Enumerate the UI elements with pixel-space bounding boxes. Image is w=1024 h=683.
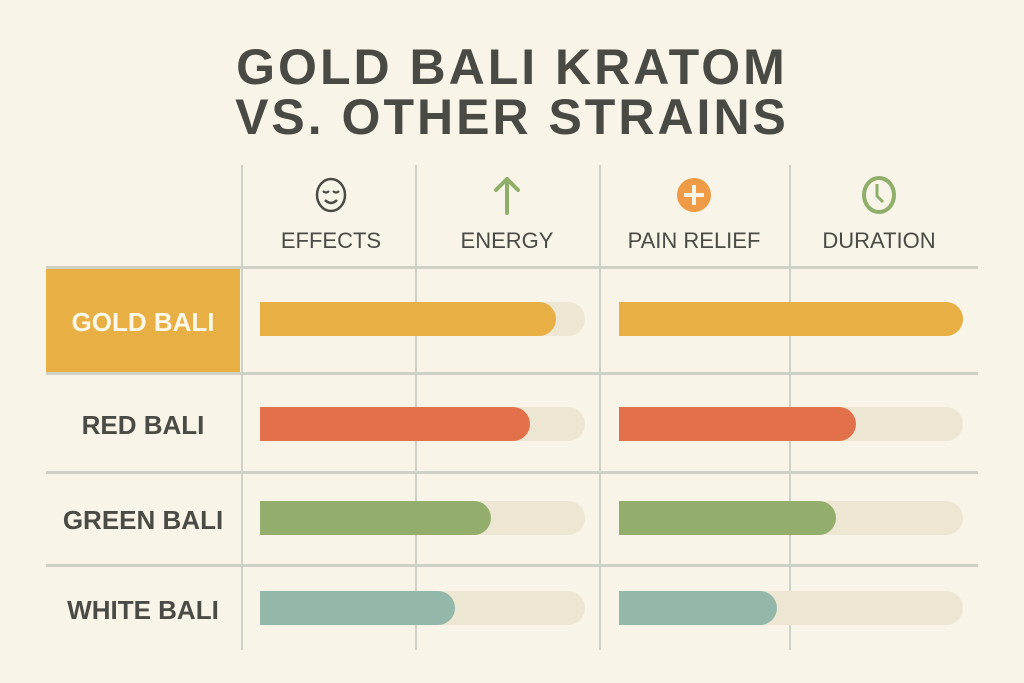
bar-track: [619, 302, 963, 336]
title-line-1: GOLD BALI KRATOM: [236, 39, 788, 95]
grid-line: [46, 471, 978, 474]
column-header-duration: DURATION: [822, 228, 936, 253]
title-line-2: VS. OTHER STRAINS: [235, 89, 789, 145]
plus-circle-icon: [677, 178, 711, 212]
bar-white-bali: [260, 591, 455, 625]
bar-red-bali: [619, 407, 857, 441]
bar-white-bali: [619, 591, 778, 625]
row-label-gold-bali: GOLD BALI: [71, 307, 215, 337]
grid-line: [241, 165, 243, 650]
bar-gold-bali: [260, 302, 556, 336]
bar-gold-bali: [619, 302, 963, 336]
row-label-red-bali: RED BALI: [81, 410, 205, 440]
clock-icon: [862, 176, 896, 214]
grid-line: [46, 372, 978, 375]
bar-green-bali: [260, 501, 491, 535]
highlight-box: [46, 268, 240, 372]
column-header-energy: ENERGY: [460, 228, 554, 253]
grid-line: [46, 564, 978, 567]
row-label-green-bali: GREEN BALI: [62, 505, 224, 535]
column-header-pain-relief: PAIN RELIEF: [627, 228, 761, 253]
smiley-face-icon: [315, 177, 347, 213]
bar-track: [260, 501, 585, 535]
bar-track: [260, 591, 585, 625]
bar-track: [260, 407, 585, 441]
arrow-up-icon: [494, 177, 520, 215]
bar-track: [619, 501, 963, 535]
bar-track: [619, 591, 963, 625]
grid-line: [599, 165, 601, 650]
row-label-white-bali: WHITE BALI: [67, 595, 219, 625]
column-header-effects: EFFECTS: [280, 228, 382, 253]
bar-green-bali: [619, 501, 836, 535]
bar-track: [260, 302, 585, 336]
grid-line: [46, 266, 978, 269]
bar-track: [619, 407, 963, 441]
bar-red-bali: [260, 407, 530, 441]
